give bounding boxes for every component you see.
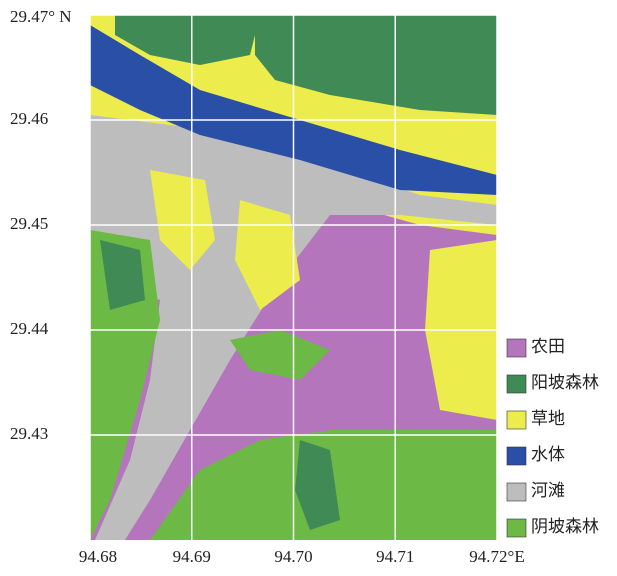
legend-swatch — [507, 375, 526, 393]
y-tick-label: 29.47° N — [10, 7, 72, 26]
x-tick-label: 94.69 — [173, 547, 211, 566]
x-tick-label: 94.72°E — [469, 547, 524, 566]
legend-label: 草地 — [531, 409, 565, 428]
legend-label: 阴坡森林 — [531, 517, 599, 536]
legend-swatch — [507, 519, 526, 537]
legend-label: 阳坡森林 — [531, 373, 599, 392]
legend-swatch — [507, 447, 526, 465]
y-tick-label: 29.43 — [10, 424, 48, 443]
legend-label: 河滩 — [531, 481, 565, 500]
map-figure: 94.68 94.69 94.70 94.71 94.72°E 29.47° N 29.46… — [0, 0, 617, 571]
y-tick-label: 29.44 — [10, 319, 49, 338]
legend-label: 水体 — [531, 445, 565, 464]
legend-swatch — [507, 483, 526, 501]
x-tick-label: 94.71 — [376, 547, 414, 566]
x-tick-label: 94.68 — [79, 547, 117, 566]
legend-swatch — [507, 411, 526, 429]
y-tick-label: 29.45 — [10, 214, 48, 233]
x-tick-label: 94.70 — [274, 547, 312, 566]
legend-swatch — [507, 339, 526, 357]
y-tick-label: 29.46 — [10, 109, 48, 128]
legend-label: 农田 — [531, 337, 565, 356]
